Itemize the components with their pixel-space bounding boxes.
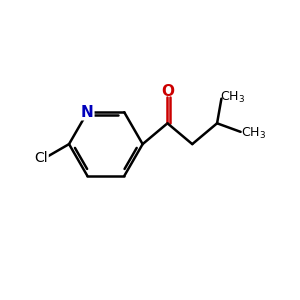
Text: N: N bbox=[81, 105, 94, 120]
Text: CH$_3$: CH$_3$ bbox=[241, 126, 266, 141]
Text: O: O bbox=[161, 84, 174, 99]
Text: Cl: Cl bbox=[34, 151, 48, 165]
Text: CH$_3$: CH$_3$ bbox=[220, 90, 245, 105]
